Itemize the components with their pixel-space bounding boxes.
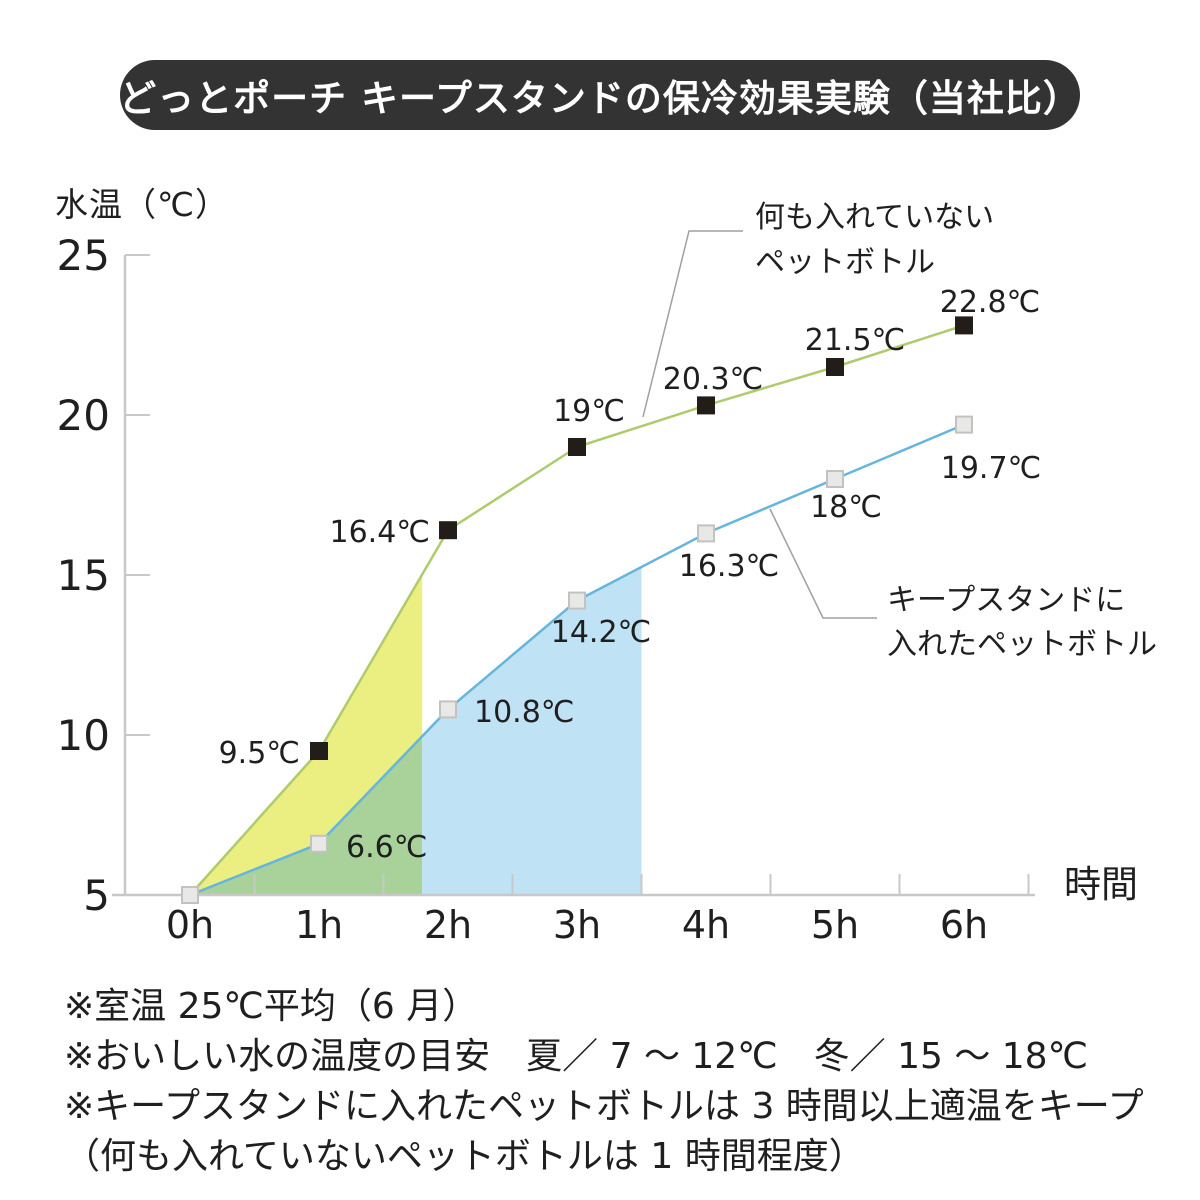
under-area-green bbox=[190, 736, 423, 895]
marker-black-square bbox=[310, 742, 328, 760]
footnote-tasty-range: ※おいしい水の温度の目安 夏／ 7 ～ 12℃ 冬／ 15 ～ 18℃ bbox=[64, 1036, 1089, 1077]
x-axis-title: 時間 bbox=[1064, 863, 1138, 906]
x-tick-label: 3h bbox=[553, 903, 601, 947]
point-label-s2: 19.7℃ bbox=[941, 451, 1042, 486]
marker-gray-square bbox=[439, 700, 457, 719]
point-label-s2: 14.2℃ bbox=[551, 615, 652, 650]
marker-black-square bbox=[955, 316, 973, 335]
gap-area-yellow bbox=[190, 574, 423, 895]
marker-gray-square bbox=[568, 591, 586, 610]
x-tick-label: 5h bbox=[811, 903, 859, 947]
y-tick-label: 10 bbox=[57, 711, 110, 760]
annotation-keep-stand-leader bbox=[769, 508, 877, 619]
point-label-s1: 22.8℃ bbox=[940, 285, 1041, 320]
chart-title: どっとポーチ キープスタンドの保冷効果実験（当社比） bbox=[119, 77, 1081, 120]
marker-black-square bbox=[826, 358, 844, 376]
marker-gray-square bbox=[697, 524, 715, 543]
point-label-s1: 21.5℃ bbox=[805, 323, 906, 358]
title-badge: どっとポーチ キープスタンドの保冷効果実験（当社比） bbox=[119, 60, 1081, 130]
annotation-keep-stand-text: 入れたペットボトル bbox=[887, 627, 1157, 662]
under-area-blue bbox=[422, 567, 642, 895]
marker-gray-square bbox=[826, 470, 844, 488]
footnotes: ※室温 25℃平均（6 月） ※おいしい水の温度の目安 夏／ 7 ～ 12℃ 冬… bbox=[64, 982, 1144, 1182]
annotation-empty-bottle-leader bbox=[642, 230, 743, 418]
point-label-s2: 10.8℃ bbox=[474, 695, 575, 730]
point-label-s2: 16.3℃ bbox=[679, 549, 780, 584]
marker-black-square bbox=[697, 396, 715, 415]
marker-black-square bbox=[439, 521, 457, 540]
footnote-empty-bottle: （何も入れていないペットボトルは 1 時間程度） bbox=[64, 1136, 865, 1177]
y-tick-label: 15 bbox=[57, 551, 110, 600]
footnote-keep-stand: ※キープスタンドに入れたペットボトルは 3 時間以上適温をキープ bbox=[64, 1086, 1144, 1127]
y-tick-label: 25 bbox=[57, 231, 110, 280]
y-axis-title: 水温（℃） bbox=[55, 185, 230, 224]
x-tick-label: 1h bbox=[295, 903, 343, 947]
annotation-empty-bottle-text: ペットボトル bbox=[755, 245, 935, 280]
x-tick-label: 0h bbox=[166, 903, 214, 947]
point-label-s2: 18℃ bbox=[810, 490, 882, 525]
point-label-s1: 16.4℃ bbox=[330, 515, 431, 550]
marker-gray-square bbox=[310, 834, 328, 853]
y-tick-label: 20 bbox=[57, 391, 110, 440]
x-tick-label: 4h bbox=[682, 903, 730, 947]
point-label-s1: 9.5℃ bbox=[219, 736, 300, 771]
annotation-keep-stand-text: キープスタンドに bbox=[887, 583, 1125, 618]
point-label-s1: 20.3℃ bbox=[663, 362, 764, 397]
footnote-room-temp: ※室温 25℃平均（6 月） bbox=[64, 986, 479, 1027]
x-tick-label: 6h bbox=[940, 903, 988, 947]
x-tick-label: 2h bbox=[424, 903, 472, 947]
point-label-s1: 19℃ bbox=[553, 394, 625, 429]
point-label-s2: 6.6℃ bbox=[346, 830, 427, 865]
marker-black-square bbox=[568, 438, 586, 456]
marker-gray-square bbox=[955, 415, 973, 434]
marker-gray-square bbox=[181, 886, 199, 904]
annotation-empty-bottle-text: 何も入れていない bbox=[755, 200, 994, 235]
y-tick-label: 5 bbox=[83, 871, 110, 920]
